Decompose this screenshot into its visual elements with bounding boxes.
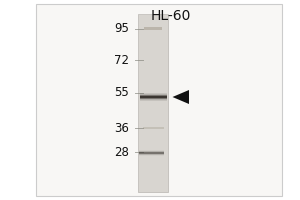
- Bar: [139, 153, 164, 154]
- Bar: [139, 154, 164, 155]
- Text: 72: 72: [114, 53, 129, 66]
- Bar: [146, 14, 160, 192]
- Bar: [141, 14, 165, 192]
- Bar: [146, 14, 160, 192]
- Bar: [139, 14, 167, 192]
- Bar: [138, 14, 168, 192]
- Bar: [143, 14, 163, 192]
- Bar: [139, 14, 167, 192]
- Bar: [149, 14, 157, 192]
- Bar: [149, 14, 157, 192]
- Bar: [140, 94, 166, 95]
- Bar: [145, 14, 161, 192]
- Bar: [144, 27, 162, 30]
- Bar: [140, 93, 166, 94]
- Bar: [140, 96, 166, 97]
- Bar: [139, 152, 164, 153]
- FancyBboxPatch shape: [36, 4, 282, 196]
- Text: HL-60: HL-60: [151, 9, 191, 23]
- Bar: [143, 14, 163, 192]
- Bar: [148, 14, 158, 192]
- Bar: [147, 14, 159, 192]
- Bar: [142, 14, 164, 192]
- Bar: [142, 14, 164, 192]
- Text: 55: 55: [114, 86, 129, 99]
- Bar: [139, 155, 164, 156]
- Polygon shape: [172, 90, 189, 104]
- Text: 28: 28: [114, 146, 129, 158]
- Bar: [144, 14, 162, 192]
- Bar: [140, 14, 166, 192]
- Bar: [140, 95, 166, 96]
- Bar: [140, 98, 166, 99]
- Bar: [139, 150, 164, 151]
- Bar: [140, 99, 166, 100]
- Bar: [140, 14, 166, 192]
- Bar: [142, 127, 164, 129]
- Bar: [140, 97, 166, 98]
- Bar: [148, 14, 158, 192]
- Bar: [140, 100, 166, 101]
- Text: 36: 36: [114, 121, 129, 134]
- Bar: [145, 14, 161, 192]
- Bar: [138, 14, 168, 192]
- Bar: [139, 151, 164, 152]
- Text: 95: 95: [114, 22, 129, 36]
